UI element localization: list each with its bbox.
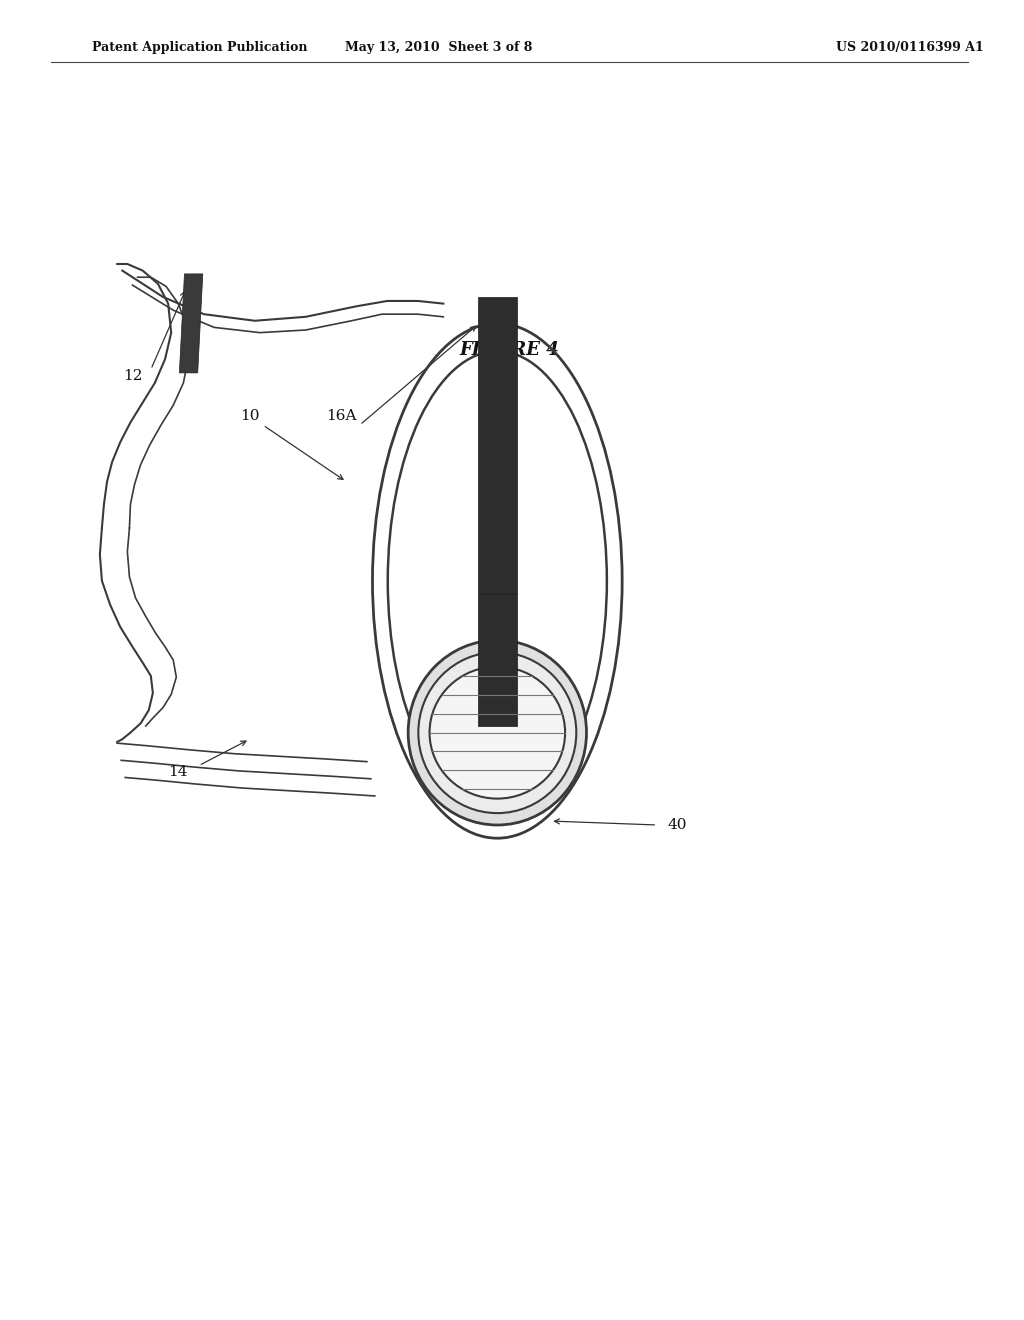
Text: May 13, 2010  Sheet 3 of 8: May 13, 2010 Sheet 3 of 8 xyxy=(344,41,531,54)
Text: 40: 40 xyxy=(668,818,687,832)
Ellipse shape xyxy=(429,667,565,799)
Ellipse shape xyxy=(419,652,577,813)
Text: 14: 14 xyxy=(169,766,188,779)
Polygon shape xyxy=(478,297,517,594)
Text: 12: 12 xyxy=(123,370,142,383)
Text: 16A: 16A xyxy=(327,409,356,422)
Text: FIGURE 4: FIGURE 4 xyxy=(460,341,559,359)
Ellipse shape xyxy=(409,640,587,825)
Text: US 2010/0116399 A1: US 2010/0116399 A1 xyxy=(836,41,983,54)
Text: Patent Application Publication: Patent Application Publication xyxy=(92,41,307,54)
Polygon shape xyxy=(179,275,203,372)
Polygon shape xyxy=(478,594,517,726)
Text: 10: 10 xyxy=(240,409,259,422)
